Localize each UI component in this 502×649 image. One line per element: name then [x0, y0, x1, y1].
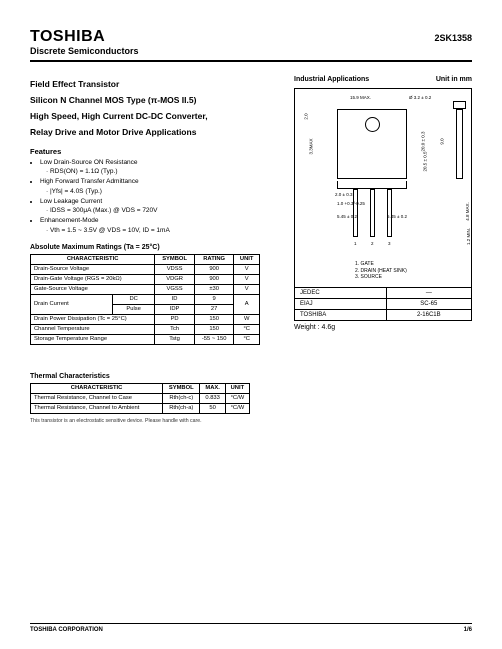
table-row: Gate-Source VoltageVGSS±30V: [31, 284, 260, 294]
col-max: MAX.: [200, 383, 225, 393]
feature-item: Enhancement-Mode· Vth = 1.5 ~ 3.5V @ VDS…: [40, 216, 284, 236]
table-row: Thermal Resistance, Channel to AmbientRt…: [31, 403, 250, 413]
footnote: This transistor is an electrostatic sens…: [30, 418, 284, 424]
weight: Weight : 4.6g: [294, 324, 472, 331]
table-row: Channel TemperatureTch150°C: [31, 324, 260, 334]
table-head-row: CHARACTERISTIC SYMBOL RATING UNIT: [31, 254, 260, 264]
header: TOSHIBA Discrete Semiconductors 2SK1358: [30, 28, 472, 56]
right-heading: Industrial Applications Unit in mm: [294, 76, 472, 83]
brand-block: TOSHIBA Discrete Semiconductors: [30, 28, 139, 56]
side-view-cap: [453, 101, 466, 109]
table-row: JEDEC—: [295, 288, 472, 299]
page: TOSHIBA Discrete Semiconductors 2SK1358 …: [0, 0, 502, 424]
table-row: EIAJSC-65: [295, 299, 472, 310]
footer-row: TOSHIBA CORPORATION 1/6: [30, 627, 472, 633]
col-unit: UNIT: [234, 254, 260, 264]
table-row: Drain-Source VoltageVDSS900V: [31, 264, 260, 274]
features-heading: Features: [30, 147, 284, 156]
lead-3: [387, 189, 392, 237]
col-characteristic: CHARACTERISTIC: [31, 383, 163, 393]
features-list: Low Drain-Source ON Resistance· RDS(ON) …: [30, 158, 284, 236]
lead-1: [353, 189, 358, 237]
table-row: TOSHIBA2-16C1B: [295, 310, 472, 321]
main: Field Effect Transistor Silicon N Channe…: [30, 76, 472, 424]
title-4: Relay Drive and Motor Drive Applications: [30, 124, 284, 140]
right-h2: Unit in mm: [436, 76, 472, 83]
table-row: Thermal Resistance, Channel to CaseRth(c…: [31, 393, 250, 403]
doc-category: Discrete Semiconductors: [30, 46, 139, 56]
col-symbol: SYMBOL: [155, 254, 195, 264]
col-characteristic: CHARACTERISTIC: [31, 254, 155, 264]
col-rating: RATING: [194, 254, 233, 264]
feature-item: Low Drain-Source ON Resistance· RDS(ON) …: [40, 158, 284, 178]
abs-max-table: CHARACTERISTIC SYMBOL RATING UNIT Drain-…: [30, 254, 260, 345]
header-rule: [30, 60, 472, 62]
footer-rule: [30, 623, 472, 624]
table-row: Drain-Gate Voltage (RGS = 20kΩ)VDGR900V: [31, 274, 260, 284]
package-table: JEDEC— EIAJSC-65 TOSHIBA2-16C1B: [294, 287, 472, 321]
col-unit: UNIT: [225, 383, 249, 393]
left-column: Field Effect Transistor Silicon N Channe…: [30, 76, 284, 424]
feature-item: Low Leakage Current· IDSS = 300μA (Max.)…: [40, 197, 284, 217]
feature-item: High Forward Transfer Admittance· |Yfs| …: [40, 177, 284, 197]
right-h1: Industrial Applications: [294, 76, 369, 83]
lead-2: [370, 189, 375, 237]
brand: TOSHIBA: [30, 28, 139, 46]
pin-labels: 1. GATE 2. DRAIN (HEAT SINK) 3. SOURCE: [355, 261, 407, 281]
thermal-heading: Thermal Characteristics: [30, 373, 284, 380]
abs-max-heading: Absolute Maximum Ratings (Ta = 25°C): [30, 244, 284, 251]
table-row: Drain Power Dissipation (Tc = 25°C)PD150…: [31, 314, 260, 324]
thermal-table: CHARACTERISTIC SYMBOL MAX. UNIT Thermal …: [30, 383, 250, 414]
side-view: [456, 109, 463, 179]
page-number: 1/6: [464, 627, 472, 633]
package-strip: [337, 181, 407, 189]
corp-name: TOSHIBA CORPORATION: [30, 627, 103, 633]
footer: TOSHIBA CORPORATION 1/6: [30, 623, 472, 633]
package-drawing: 15.9 MAX. Ø 3.2 ± 0.2 2.0 3.3MAX 2.0 ± 0…: [294, 88, 472, 288]
title-3: High Speed, High Current DC-DC Converter…: [30, 108, 284, 124]
table-row: Storage Temperature RangeTstg-55 ~ 150°C: [31, 334, 260, 344]
part-number: 2SK1358: [434, 33, 472, 43]
table-row: Drain CurrentDCID9A: [31, 294, 260, 304]
title-1: Field Effect Transistor: [30, 76, 284, 92]
mounting-hole: [365, 117, 380, 132]
title-2: Silicon N Channel MOS Type (π-MOS II.5): [30, 92, 284, 108]
right-column: Industrial Applications Unit in mm 15.9 …: [294, 76, 472, 424]
col-symbol: SYMBOL: [163, 383, 200, 393]
table-head-row: CHARACTERISTIC SYMBOL MAX. UNIT: [31, 383, 250, 393]
